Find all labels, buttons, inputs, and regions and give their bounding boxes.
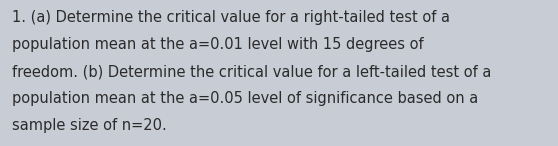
Text: population mean at the a=0.01 level with 15 degrees of: population mean at the a=0.01 level with… <box>12 37 424 52</box>
Text: sample size of n=20.: sample size of n=20. <box>12 118 167 133</box>
Text: population mean at the a=0.05 level of significance based on a: population mean at the a=0.05 level of s… <box>12 91 479 106</box>
Text: 1. (a) Determine the critical value for a right-tailed test of a: 1. (a) Determine the critical value for … <box>12 10 450 25</box>
Text: freedom. (b) Determine the critical value for a left-tailed test of a: freedom. (b) Determine the critical valu… <box>12 64 492 79</box>
